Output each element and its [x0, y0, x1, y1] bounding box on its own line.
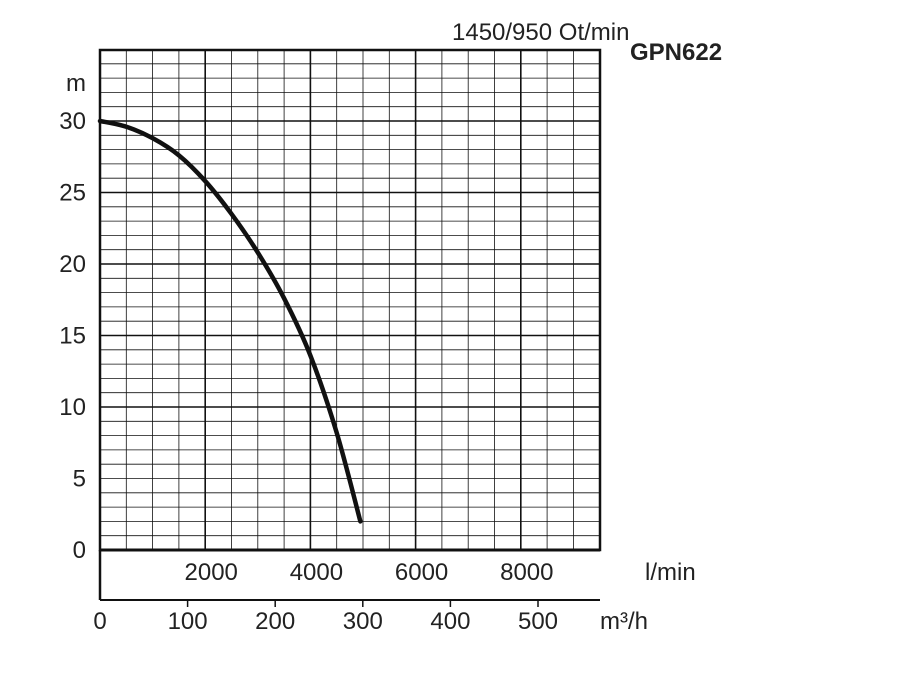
x-tick-label-m3h: 300 [343, 608, 383, 635]
x-tick-labels-m3h: 0 100 200 300 400 500 [93, 600, 558, 635]
head-flow-curve [97, 118, 363, 524]
x-tick-label-m3h: 100 [168, 608, 208, 635]
y-tick-label: 25 [59, 180, 86, 207]
x-tick-label-lmin: 6000 [395, 559, 448, 586]
x-tick-label-m3h: 200 [255, 608, 295, 635]
curve-layer [97, 118, 363, 524]
y-tick-label: 30 [59, 108, 86, 135]
x-tick-label-m3h: 0 [93, 608, 106, 635]
chart-frame [98, 48, 602, 601]
y-tick-label: 5 [73, 466, 86, 493]
x-tick-label-m3h: 500 [518, 608, 558, 635]
y-tick-labels: 0 5 10 15 20 25 30 [59, 108, 86, 564]
x-tick-label-lmin: 2000 [185, 559, 238, 586]
x-tick-label-m3h: 400 [430, 608, 470, 635]
x-tick-label-lmin: 8000 [500, 559, 553, 586]
chart-title: 1450/950 Ot/min [452, 19, 629, 46]
y-tick-label: 0 [73, 537, 86, 564]
grid [99, 50, 601, 551]
x-tick-labels-lmin: 2000 4000 6000 8000 [185, 559, 554, 586]
y-tick-label: 15 [59, 323, 86, 350]
x-tick-label-lmin: 4000 [290, 559, 343, 586]
y-axis-label: m [66, 70, 86, 97]
y-tick-label: 20 [59, 251, 86, 278]
y-tick-label: 10 [59, 394, 86, 421]
model-label: GPN622 [630, 39, 722, 66]
x-axis-unit-lmin: l/min [645, 559, 696, 586]
x-axis-unit-m3h: m³/h [600, 608, 648, 635]
